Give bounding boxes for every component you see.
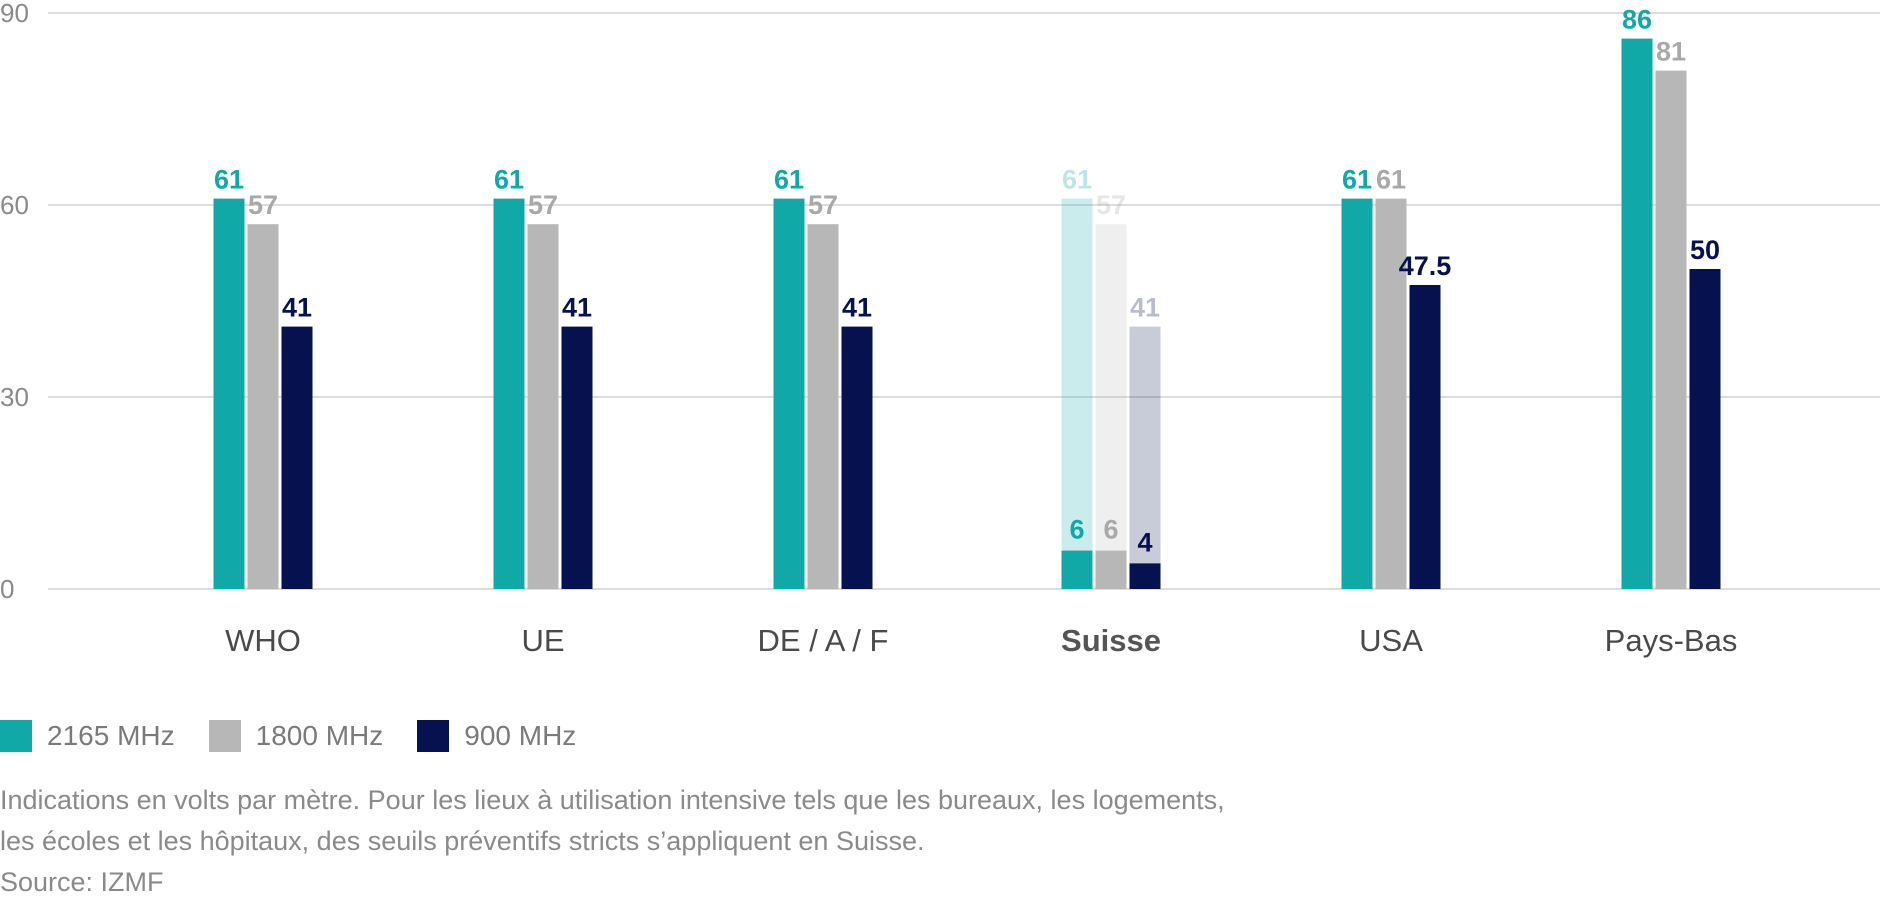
y-tick-label: 60 — [0, 190, 29, 220]
bar — [1129, 326, 1161, 589]
data-label: 61 — [214, 165, 244, 195]
legend-label: 2165 MHz — [47, 720, 175, 751]
bar — [281, 326, 313, 589]
data-label: 86 — [1622, 5, 1652, 35]
data-label: 41 — [562, 293, 592, 323]
category-label: DE / A / F — [758, 623, 889, 658]
bar — [1061, 198, 1093, 589]
bar — [247, 224, 279, 589]
data-label: 41 — [842, 293, 872, 323]
bar-overlay — [1061, 550, 1093, 589]
legend-label: 900 MHz — [464, 720, 577, 751]
legend-swatch — [208, 720, 241, 752]
data-label: 61 — [1342, 165, 1372, 195]
footnote-line: les écoles et les hôpitaux, des seuils p… — [0, 826, 925, 856]
bar-overlay — [1129, 563, 1161, 589]
y-tick-label: 30 — [0, 382, 29, 412]
data-label: 47.5 — [1399, 251, 1452, 281]
category-label: UE — [521, 623, 564, 658]
category-label: USA — [1359, 623, 1423, 658]
source-line: Source: IZMF — [0, 867, 164, 897]
bar — [1375, 198, 1407, 589]
data-label-overlay: 4 — [1137, 527, 1152, 557]
data-label: 57 — [1096, 190, 1126, 220]
data-label: 57 — [248, 190, 278, 220]
gridlines — [48, 12, 1880, 590]
data-label: 61 — [494, 165, 524, 195]
data-label: 57 — [808, 190, 838, 220]
legend-swatch — [0, 720, 32, 752]
bars — [213, 38, 1721, 590]
data-label: 61 — [1376, 165, 1406, 195]
data-label: 41 — [282, 293, 312, 323]
legend: 2165 MHz 1800 MHz 900 MHz — [0, 714, 610, 758]
data-label-overlay: 6 — [1069, 515, 1084, 545]
bar — [527, 224, 559, 589]
data-label-overlay: 6 — [1103, 515, 1118, 545]
category-label: Suisse — [1061, 623, 1161, 658]
legend-swatch — [417, 720, 450, 752]
legend-item: 1800 MHz — [208, 720, 384, 752]
footnotes: Indications en volts par mètre. Pour les… — [0, 780, 1860, 903]
data-label: 61 — [1062, 165, 1092, 195]
legend-label: 1800 MHz — [255, 720, 384, 751]
bar — [1095, 224, 1127, 589]
y-tick-label: 90 — [0, 0, 29, 28]
bar — [1341, 198, 1373, 589]
data-label: 57 — [528, 190, 558, 220]
data-label: 61 — [774, 165, 804, 195]
bar — [1409, 285, 1441, 589]
legend-item: 900 MHz — [417, 720, 576, 752]
data-label: 41 — [1130, 293, 1160, 323]
legend-item: 2165 MHz — [0, 720, 175, 752]
category-label: WHO — [225, 623, 301, 658]
data-label: 50 — [1690, 235, 1720, 265]
data-label: 81 — [1656, 37, 1686, 67]
bar — [1621, 38, 1653, 590]
bar — [561, 326, 593, 589]
bar — [807, 224, 839, 589]
y-tick-label: 0 — [0, 574, 14, 604]
bar — [213, 198, 245, 589]
bar — [1655, 70, 1687, 590]
bar — [841, 326, 873, 589]
category-label: Pays-Bas — [1605, 623, 1738, 658]
bar-overlay — [1095, 550, 1127, 589]
bar — [1689, 269, 1721, 589]
bar — [773, 198, 805, 589]
bar — [493, 198, 525, 589]
footnote-line: Indications en volts par mètre. Pour les… — [0, 785, 1225, 815]
